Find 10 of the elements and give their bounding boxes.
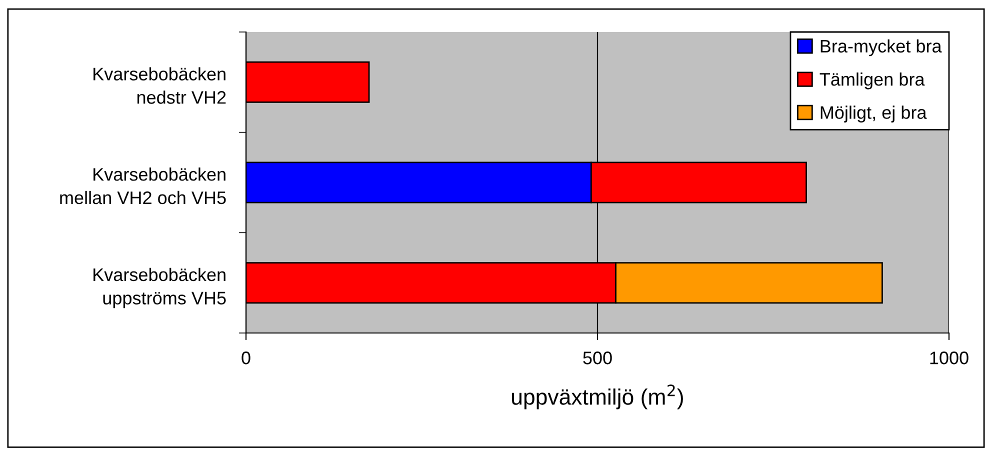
legend-label: Möjligt, ej bra: [820, 106, 927, 123]
legend-label: Bra-mycket bra: [820, 39, 942, 56]
x-tick-label: 0: [242, 352, 250, 364]
y-tick-label: Kvarsebobäcken mellan VH2 och VH5: [60, 168, 226, 204]
legend-label: Tämligen bra: [820, 72, 925, 90]
x-tick-label: 1000: [930, 352, 968, 364]
x-tick-label: 500: [583, 352, 612, 364]
y-tick-label: Kvarsebobäcken nedstr VH2: [94, 67, 226, 104]
y-tick-label: Kvarsebobäcken uppströms VH5: [94, 268, 226, 308]
x-axis-title: uppväxtmiljö (m$^{2}$): [512, 384, 683, 410]
